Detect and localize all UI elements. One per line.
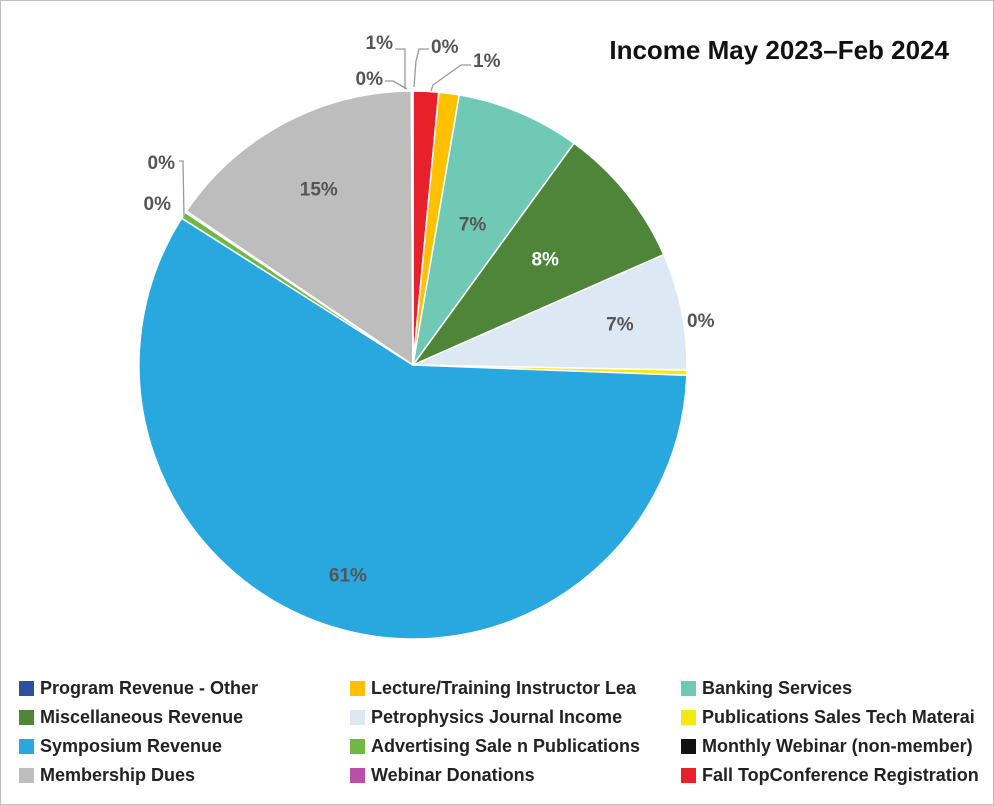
slice-label: 0% — [687, 311, 715, 332]
legend-item: Miscellaneous Revenue — [19, 706, 350, 728]
legend-label: Miscellaneous Revenue — [40, 706, 244, 727]
legend-item: Publications Sales Tech Materai — [681, 706, 981, 728]
legend-swatch — [19, 709, 34, 725]
leader-line — [413, 48, 429, 88]
legend-item: Advertising Sale n Publications — [350, 735, 681, 757]
leader-line — [385, 80, 408, 90]
legend-label: Publications Sales Tech Materai — [702, 706, 975, 727]
legend-swatch — [681, 709, 696, 725]
legend-label: Petrophysics Journal Income — [371, 706, 623, 727]
slice-label: 61% — [329, 565, 367, 586]
slice-label: 8% — [531, 249, 559, 270]
legend-swatch — [350, 709, 365, 725]
pie-slice-webinar-donations — [411, 90, 414, 366]
slice-labels: 1% 1% 7% 8% 7% 0% 61% 0% 0% 15% 0% 0% — [144, 33, 715, 586]
legend-item: Monthly Webinar (non-member) — [681, 735, 981, 757]
legend-swatch — [19, 680, 34, 696]
legend-label: Banking Services — [702, 677, 853, 698]
legend-label: Advertising Sale n Publications — [371, 735, 641, 756]
legend-item: Fall TopConference Registration — [681, 764, 981, 786]
legend-item: Banking Services — [681, 677, 981, 699]
slice-label: 0% — [148, 153, 176, 174]
pie-slice-miscellaneous-revenue — [410, 142, 665, 367]
legend-swatch — [350, 680, 365, 696]
legend-swatch — [681, 680, 696, 696]
legend-label: Webinar Donations — [371, 764, 535, 785]
slice-label: 1% — [366, 33, 394, 54]
pie-slice-symposium-revenue — [138, 217, 688, 640]
slice-label: 7% — [606, 315, 634, 336]
slice-label: 0% — [356, 69, 384, 90]
slice-label: 0% — [144, 194, 172, 215]
leader-lines — [179, 48, 471, 218]
pie-slices — [138, 90, 688, 640]
legend-label: Lecture/Training Instructor Lea — [371, 677, 637, 698]
leader-line — [395, 48, 406, 89]
slice-label: 1% — [473, 51, 501, 72]
legend-label: Symposium Revenue — [40, 735, 223, 756]
pie-chart: 1% 1% 7% 8% 7% 0% 61% 0% 0% 15% 0% 0% Income May 20… — [138, 33, 950, 640]
legend-item: Symposium Revenue — [19, 735, 350, 757]
legend-label: Fall TopConference Registration — [702, 764, 979, 785]
legend-swatch — [19, 767, 34, 783]
leader-line — [430, 64, 471, 92]
slice-label: 7% — [459, 215, 487, 236]
legend-item: Lecture/Training Instructor Lea — [350, 677, 681, 699]
pie-slice-membership-dues — [185, 90, 414, 367]
slice-label: 0% — [431, 37, 459, 58]
legend-item: Membership Dues — [19, 764, 350, 786]
legend-swatch — [681, 738, 696, 754]
legend-swatch — [350, 767, 365, 783]
legend-item: Program Revenue - Other — [19, 677, 350, 699]
legend-label: Program Revenue - Other — [40, 677, 259, 698]
chart-title: Income May 2023–Feb 2024 — [609, 35, 949, 65]
legend-item: Petrophysics Journal Income — [350, 706, 681, 728]
legend-label: Membership Dues — [40, 764, 196, 785]
slice-label: 15% — [300, 180, 338, 201]
leader-line — [179, 160, 185, 218]
pie-slice-banking-services — [412, 94, 576, 366]
legend-swatch — [681, 767, 696, 783]
legend: Program Revenue - Other Lecture/Training… — [19, 677, 989, 786]
legend-label: Monthly Webinar (non-member) — [702, 735, 973, 756]
legend-item: Webinar Donations — [350, 764, 681, 786]
legend-swatch — [19, 738, 34, 754]
pie-slice-petrophysics-journal-income — [412, 253, 688, 371]
legend-swatch — [350, 738, 365, 754]
